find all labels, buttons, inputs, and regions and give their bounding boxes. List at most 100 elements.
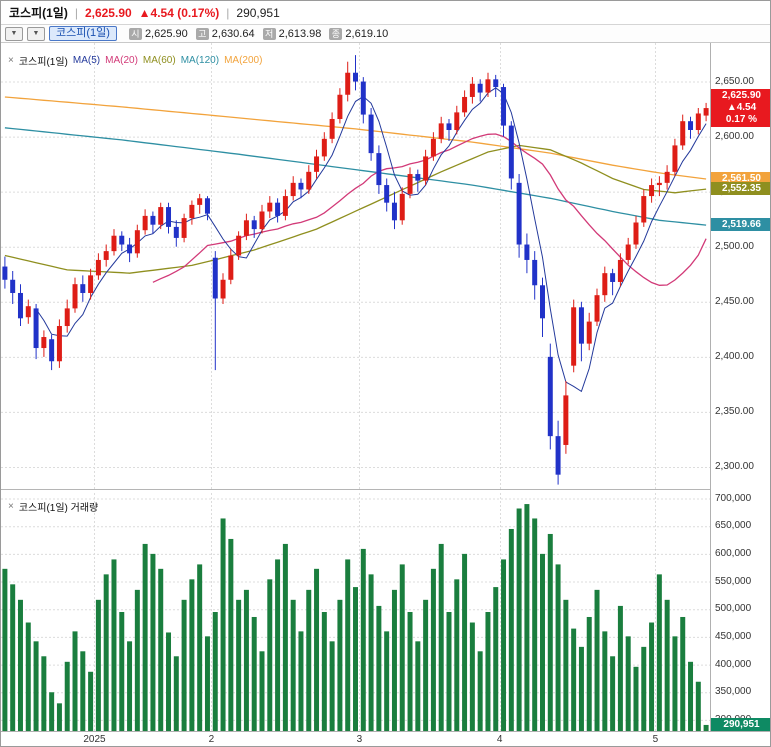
candle-up [649, 178, 655, 203]
candle-down [610, 268, 616, 296]
candle-down [446, 119, 452, 141]
volume-bar [407, 612, 413, 731]
candle-up [314, 149, 320, 179]
volume-bar [641, 646, 647, 731]
volume-legend-title: 코스피(1일) 거래량 [18, 503, 99, 514]
candle-down [532, 251, 538, 300]
volume-bar [267, 579, 273, 731]
volume-bar [399, 564, 405, 731]
volume-bar [656, 574, 662, 731]
month-label: 5 [652, 734, 659, 745]
candle-up [197, 193, 203, 214]
volume-bar [578, 646, 584, 731]
volume-bar [391, 589, 397, 731]
volume-bar [586, 616, 592, 731]
volume-bar [501, 559, 507, 731]
axis-label: 550,000 [715, 575, 752, 587]
volume-bar [17, 599, 23, 731]
chart-area: 2025 2 3 4 5 × 코스피(1일) MA(5) MA(20) MA(60) M… [1, 43, 770, 746]
month-label: 3 [356, 734, 363, 745]
ma200-badge: 2,561.50 [711, 172, 770, 185]
volume-bar [602, 631, 608, 731]
volume-bar [446, 612, 452, 731]
volume-bar [625, 636, 631, 731]
volume-bar [469, 622, 475, 731]
volume-bar [329, 641, 335, 731]
volume-bar [430, 568, 436, 731]
volume-bar [72, 631, 78, 731]
candle-up [594, 288, 600, 326]
volume-bar [236, 599, 242, 731]
volume-bar [10, 584, 16, 731]
chart-tab-kospi[interactable]: 코스피(1일) [49, 26, 117, 41]
volume-bar [493, 587, 499, 731]
volume-bar [415, 641, 421, 731]
price-legend: × 코스피(1일) MA(5) MA(20) MA(60) MA(120) MA… [8, 53, 262, 68]
candle-up [571, 299, 577, 373]
candle-down [127, 237, 133, 263]
axis-label: 2,400.00 [715, 350, 754, 362]
candle-up [563, 381, 569, 454]
volume-bar [204, 636, 210, 731]
volume-chart[interactable] [1, 493, 710, 731]
volume-bar [64, 661, 70, 731]
volume-bar [688, 661, 694, 731]
axis-label: 2,350.00 [715, 405, 754, 417]
separator: | [74, 5, 78, 20]
volume-bar [275, 559, 281, 731]
candle-up [586, 312, 592, 351]
candle-down [2, 256, 8, 289]
current-price-badge: 2,625.90 ▲4.54 0.17 % [711, 89, 770, 128]
volume-bar [173, 656, 179, 731]
volume-bar [423, 599, 429, 731]
volume-bar [680, 616, 686, 731]
candle-down [547, 343, 553, 450]
volume-bar [111, 559, 117, 731]
ma60-badge: 2,552.35 [711, 182, 770, 196]
ma120-label: MA(120) [180, 55, 220, 66]
candle-down [119, 231, 125, 252]
badge-pct: 0.17 % [725, 114, 758, 126]
candle-up [306, 165, 312, 194]
candle-up [88, 268, 94, 300]
candle-down [166, 202, 172, 234]
dropdown-button-2[interactable]: ▼ [27, 26, 45, 41]
volume-bar [282, 543, 288, 731]
candle-up [633, 215, 639, 249]
price-chart[interactable] [1, 43, 710, 489]
volume-bar [664, 599, 670, 731]
candle-up [103, 244, 109, 267]
candle-down [17, 284, 23, 326]
ma5-label: MA(5) [72, 55, 101, 66]
volume-bar [49, 692, 55, 731]
candle-down [391, 191, 397, 230]
volume-bar [610, 656, 616, 731]
volume-bar [672, 636, 678, 731]
candle-up [56, 319, 62, 368]
volume-bar [524, 504, 530, 731]
volume-bar [485, 612, 491, 731]
ma200-label: MA(200) [224, 55, 263, 66]
volume-bar [376, 605, 382, 731]
volume-bar [150, 553, 156, 731]
volume-bar [321, 612, 327, 731]
volume-bar [555, 564, 561, 731]
candle-up [290, 176, 296, 201]
badge-change: ▲4.54 [726, 102, 757, 114]
axis-label: 2,600.00 [715, 130, 754, 142]
close-icon[interactable]: × [8, 55, 14, 66]
volume-bar [540, 553, 545, 731]
dropdown-button-1[interactable]: ▼ [5, 26, 23, 41]
close-icon[interactable]: × [8, 501, 14, 512]
volume-bar [571, 628, 577, 731]
volume-bar [454, 579, 460, 731]
axis-label: 350,000 [715, 686, 752, 698]
volume-bar [508, 528, 514, 731]
candle-down [415, 169, 421, 192]
volume-bar [532, 518, 538, 731]
price-change: ▲4.54 (0.17%) [138, 5, 220, 20]
candle-up [430, 132, 436, 161]
candle-down [150, 211, 156, 234]
pane-splitter[interactable] [1, 489, 770, 493]
volume-bar [462, 553, 468, 731]
